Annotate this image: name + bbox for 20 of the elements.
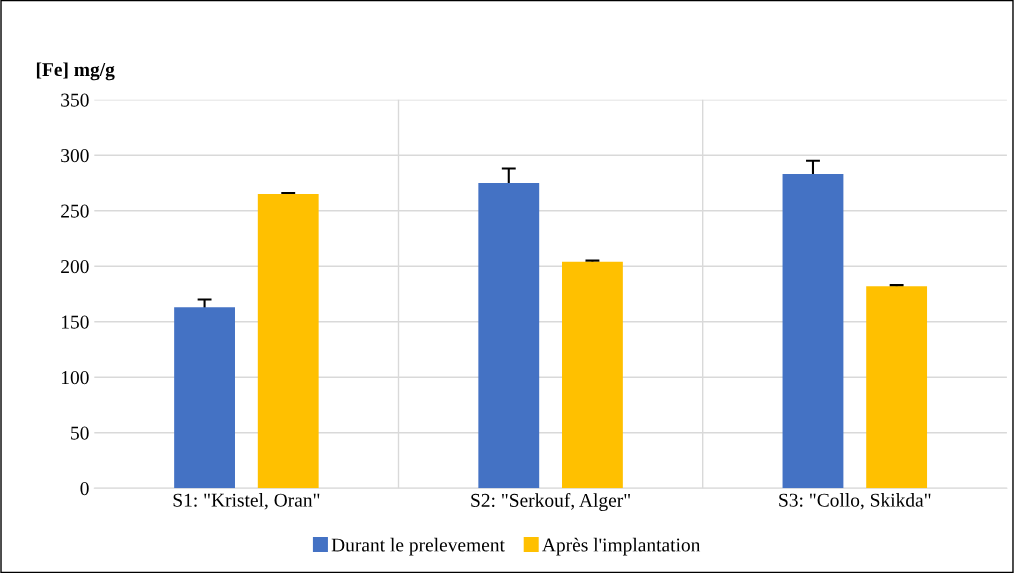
y-tick-label: 300	[61, 149, 89, 163]
y-tick-label: 200	[61, 260, 89, 274]
y-axis-title: [Fe] mg/g	[36, 62, 115, 81]
y-tick-label: 250	[61, 204, 89, 218]
y-tick-label: 150	[61, 315, 89, 329]
x-tick-label: S2: "Serkouf, Alger"	[471, 493, 630, 511]
bar	[174, 307, 235, 489]
bar	[257, 194, 319, 489]
y-tick-label: 350	[61, 93, 89, 107]
y-tick-label: 50	[71, 426, 89, 440]
bar	[782, 174, 844, 489]
legend-label: Durant le prelevement	[331, 537, 505, 556]
bar	[478, 182, 540, 489]
legend-label: Après l'implantation	[542, 537, 701, 556]
y-tick-label: 0	[80, 482, 89, 496]
x-tick-label: S3: "Collo, Skikda"	[779, 493, 931, 510]
bar	[562, 261, 623, 489]
bar	[866, 286, 928, 489]
x-tick-label: S1: "Kristel, Oran"	[173, 493, 320, 510]
y-tick-label: 100	[61, 371, 89, 385]
